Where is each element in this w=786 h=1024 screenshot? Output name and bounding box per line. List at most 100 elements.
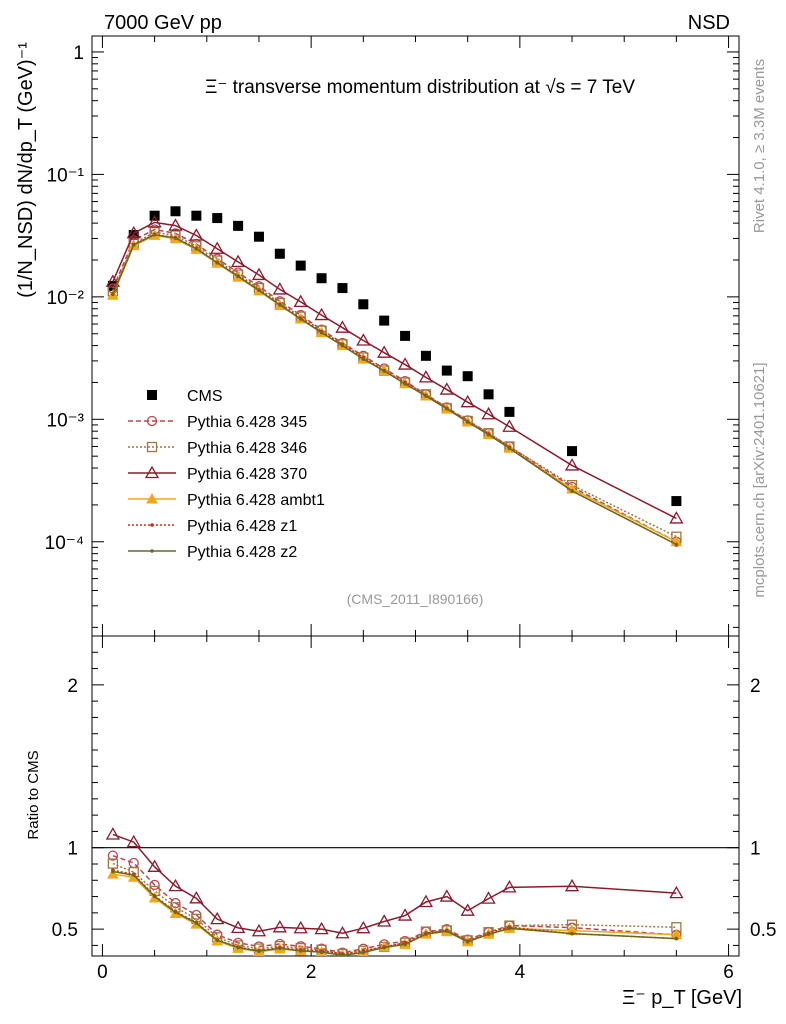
ratio-point-pythia-6-428-370 — [293, 920, 308, 934]
data-point-pythia-6-428-370 — [147, 215, 162, 228]
data-point-pythia-6-428-z2 — [445, 406, 449, 411]
ratio-line-pythia-6-428-370 — [112, 833, 677, 935]
ratio-point-pythia-6-428-370 — [502, 880, 517, 893]
legend-label-pythia-6-428-z2: Pythia 6.428 z2 — [187, 544, 297, 561]
x-tick-label: 6 — [723, 962, 734, 983]
legend-label-pythia-6-428-370: Pythia 6.428 370 — [187, 466, 307, 483]
data-point-pythia-6-428-z2 — [340, 343, 345, 348]
data-point-pythia-6-428-370 — [439, 382, 454, 395]
data-point-pythia-6-428-z2 — [173, 236, 178, 240]
y-tick-label: 10⁻² — [47, 288, 85, 309]
data-point-cms — [170, 206, 181, 217]
ratio-point-pythia-6-428-345 — [128, 857, 139, 869]
y-tick-label: 10⁻³ — [47, 410, 85, 431]
data-point-cms — [441, 365, 452, 376]
data-point-cms — [212, 213, 223, 224]
data-point-pythia-6-428-z2 — [382, 369, 386, 373]
data-point-pythia-6-428-370 — [126, 225, 141, 239]
data-point-pythia-6-428-z2 — [361, 357, 366, 361]
ratio-point-pythia-6-428-z2 — [152, 894, 157, 899]
ratio-point-pythia-6-428-ambt1 — [107, 868, 119, 879]
data-point-pythia-6-428-370 — [251, 267, 267, 281]
ratio-point-pythia-6-428-z2 — [215, 938, 220, 943]
data-point-pythia-6-428-z2 — [111, 292, 115, 297]
ratio-point-pythia-6-428-z2 — [319, 950, 324, 954]
ratio-line-pythia-6-428-345 — [112, 854, 677, 954]
data-point-cms — [274, 248, 285, 259]
data-point-cms — [379, 315, 390, 326]
legend-label-pythia-6-428-ambt1: Pythia 6.428 ambt1 — [187, 492, 325, 509]
legend-label-pythia-6-428-345: Pythia 6.428 345 — [187, 414, 307, 431]
legend-marker-pythia-6-428-ambt1 — [146, 492, 158, 504]
data-point-pythia-6-428-z2 — [570, 489, 574, 493]
data-point-pythia-6-428-z2 — [236, 274, 240, 279]
ratio-point-pythia-6-428-z2 — [570, 931, 574, 936]
ratio-point-pythia-6-428-z2 — [361, 950, 366, 955]
legend-marker-pythia-6-428-z1 — [150, 523, 154, 527]
data-point-pythia-6-428-370 — [230, 254, 246, 268]
ratio-point-pythia-6-428-z2 — [382, 945, 386, 950]
ratio-point-pythia-6-428-z2 — [674, 936, 679, 941]
data-point-pythia-6-428-370 — [293, 294, 308, 308]
ratio-point-pythia-6-428-370 — [314, 921, 329, 935]
legend-label-pythia-6-428-346: Pythia 6.428 346 — [187, 440, 307, 457]
ratio-point-pythia-6-428-z2 — [340, 953, 345, 956]
header-left: 7000 GeV pp — [104, 12, 222, 34]
data-point-pythia-6-428-370 — [210, 241, 225, 254]
data-point-pythia-6-428-z2 — [319, 330, 324, 335]
data-point-cms — [316, 273, 327, 284]
data-point-pythia-6-428-370 — [564, 458, 580, 471]
data-point-pythia-6-428-z2 — [215, 260, 220, 265]
y-tick-label: 10⁻¹ — [47, 165, 85, 186]
data-point-pythia-6-428-370 — [377, 345, 392, 358]
data-point-pythia-6-428-370 — [418, 370, 434, 383]
mcplots-credit: mcplots.cern.ch [arXiv:2401.10621] — [751, 362, 768, 597]
x-tick-label: 2 — [306, 962, 317, 983]
ratio-point-pythia-6-428-z2 — [486, 932, 491, 937]
ratio-point-pythia-6-428-345 — [107, 850, 119, 861]
data-point-pythia-6-428-z2 — [674, 542, 679, 547]
ratio-point-pythia-6-428-370 — [439, 889, 454, 902]
data-point-pythia-6-428-z2 — [298, 317, 303, 321]
data-point-cms — [400, 330, 411, 341]
ratio-tick-label: 2 — [67, 676, 78, 697]
rivet-version: Rivet 4.1.0, ≥ 3.3M events — [751, 59, 768, 233]
analysis-id: (CMS_2011_I890166) — [347, 591, 484, 607]
ratio-point-pythia-6-428-370 — [377, 914, 392, 927]
series-line-pythia-6-428-346 — [112, 231, 677, 538]
ratio-point-pythia-6-428-370 — [356, 920, 371, 934]
ratio-point-pythia-6-428-z2 — [131, 873, 136, 877]
ratio-line-pythia-6-428-z1 — [112, 869, 677, 955]
ratio-y-axis-label: Ratio to CMS — [25, 750, 42, 839]
ratio-tick-label-right: 0.5 — [750, 920, 776, 941]
ratio-point-pythia-6-428-370 — [189, 891, 204, 904]
data-point-cms — [337, 283, 348, 294]
data-point-pythia-6-428-z2 — [465, 420, 470, 424]
data-point-cms — [420, 350, 431, 361]
ratio-point-pythia-6-428-z2 — [236, 945, 240, 950]
ratio-tick-label: 1 — [67, 839, 78, 860]
data-point-cms — [671, 496, 682, 507]
ratio-point-pythia-6-428-z2 — [465, 939, 470, 944]
data-point-pythia-6-428-z2 — [278, 303, 282, 307]
ratio-point-pythia-6-428-370 — [335, 925, 350, 939]
ratio-point-pythia-6-428-370 — [105, 827, 120, 840]
ratio-point-pythia-6-428-370 — [481, 891, 496, 904]
data-point-pythia-6-428-370 — [189, 228, 204, 241]
data-point-pythia-6-428-z2 — [194, 246, 199, 251]
ratio-point-pythia-6-428-370 — [397, 908, 413, 921]
data-point-pythia-6-428-370 — [335, 320, 350, 333]
y-tick-label: 10⁻⁴ — [45, 533, 84, 554]
y-tick-label: 1 — [73, 43, 84, 64]
ratio-point-pythia-6-428-z2 — [257, 949, 261, 953]
ratio-point-pythia-6-428-345 — [149, 879, 160, 891]
ratio-point-pythia-6-428-370 — [669, 885, 684, 899]
ratio-point-pythia-6-428-z2 — [111, 869, 115, 874]
data-point-pythia-6-428-z2 — [486, 432, 491, 437]
ratio-tick-label-right: 2 — [750, 676, 761, 697]
ratio-point-pythia-6-428-z2 — [194, 921, 199, 925]
data-point-pythia-6-428-z2 — [131, 243, 136, 247]
data-point-cms — [295, 260, 306, 271]
ratio-line-pythia-6-428-z2 — [112, 870, 677, 956]
data-point-cms — [233, 220, 244, 231]
